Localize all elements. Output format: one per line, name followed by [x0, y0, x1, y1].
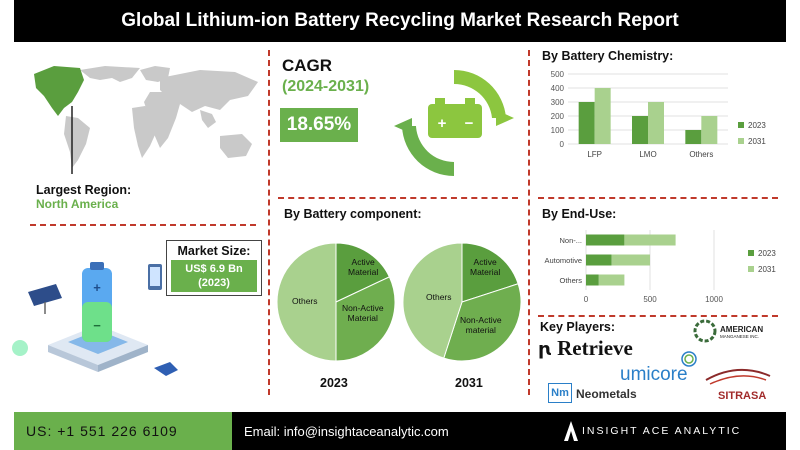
- pie-2031-year: 2031: [455, 376, 483, 390]
- bar-2023-LMO: [632, 116, 648, 144]
- region-value: North America: [36, 197, 119, 211]
- recycle-battery-icon: + −: [394, 69, 514, 177]
- umicore-swirl-icon: [681, 351, 697, 367]
- legend-swatch-2031: [738, 138, 744, 144]
- bar-2031-LMO: [648, 102, 664, 144]
- key-players-title: Key Players:: [540, 320, 616, 334]
- bar-2023-Non-...: [586, 234, 625, 246]
- legend-label-2031: 2031: [748, 137, 766, 146]
- logo-neometals: Neometals: [576, 387, 637, 401]
- logo-umicore: umicore: [620, 364, 688, 385]
- divider-right: [528, 50, 530, 395]
- y-tick-label: Automotive: [544, 256, 582, 265]
- enduse-title: By End-Use:: [542, 207, 617, 221]
- x-tick-label: LFP: [587, 150, 602, 159]
- y-tick-label: Others: [559, 276, 582, 285]
- pie-2023-label-active: Active Material: [348, 257, 379, 277]
- divider-left: [268, 50, 270, 395]
- x-tick-label: Others: [689, 150, 713, 159]
- y-tick-label: 100: [551, 126, 565, 135]
- brand-logo-icon: [564, 421, 578, 441]
- y-tick-label: 0: [560, 140, 565, 149]
- pie-2031-slice-1: [443, 283, 522, 362]
- svg-text:+: +: [93, 280, 101, 295]
- cagr-period: (2024-2031): [282, 78, 370, 95]
- pie-2023-label-others: Others: [292, 296, 318, 306]
- enduse-chart: 0 500 1000 Non-... Automotive Others 2023 2031: [544, 230, 776, 304]
- y-tick-label: 500: [551, 70, 565, 79]
- legend-label-2031: 2031: [758, 265, 776, 274]
- pie-2023-slice-1: [335, 276, 396, 362]
- legend-swatch-2031: [748, 266, 754, 272]
- world-map: [34, 66, 258, 174]
- logo-retrieve: ꞃ Retrieve: [538, 336, 633, 360]
- footer-email[interactable]: Email: info@insightaceanalytic.com: [232, 412, 554, 450]
- market-size-label: Market Size:: [177, 244, 251, 258]
- svg-text:+: +: [438, 115, 447, 132]
- y-tick-label: 200: [551, 112, 565, 121]
- market-size-year: (2023): [198, 277, 230, 289]
- logo-sitrasa: SITRASA: [718, 390, 767, 402]
- legend-label-2023: 2023: [748, 121, 766, 130]
- cagr-label: CAGR: [282, 56, 333, 75]
- bar-2023-Others: [586, 274, 599, 286]
- retrieve-mark-icon: ꞃ: [538, 339, 558, 360]
- neometals-mark-icon: Nm: [548, 383, 572, 403]
- bar-2031-Non-...: [624, 234, 676, 246]
- legend-label-2023: 2023: [758, 249, 776, 258]
- divider-enduse: [538, 315, 778, 317]
- component-title: By Battery component:: [284, 207, 422, 221]
- legend-swatch-2023: [748, 250, 754, 256]
- pie-2023-slice-0: [335, 242, 391, 303]
- divider-region: [30, 224, 256, 226]
- sitrasa-swoosh-icon: [705, 368, 771, 385]
- american-manganese-icon: [693, 319, 717, 343]
- component-pies: [276, 242, 522, 362]
- footer-phone[interactable]: US: +1 551 226 6109: [14, 412, 232, 450]
- market-size-value: US$ 6.9 Bn (2023): [171, 260, 257, 292]
- bar-2023-LFP: [578, 102, 595, 144]
- pie-2031-label-others: Others: [426, 292, 452, 302]
- market-size-amount: US$ 6.9 Bn: [185, 263, 243, 275]
- page-title: Global Lithium-ion Battery Recycling Mar…: [14, 0, 786, 42]
- bar-2023-Automotive: [586, 254, 612, 266]
- bar-2031-Others: [701, 116, 718, 144]
- y-tick-label: 400: [551, 84, 565, 93]
- x-tick-label: 0: [584, 295, 589, 304]
- pie-2023-label-nonactive: Non-Active Material: [342, 303, 384, 323]
- pie-2031-slice-0: [461, 242, 519, 303]
- bar-2031-Automotive: [611, 254, 650, 266]
- pie-2031-label-nonactive: Non-Active material: [460, 315, 502, 335]
- bar-2031-LFP: [594, 88, 611, 144]
- x-tick-label: LMO: [639, 150, 656, 159]
- region-label: Largest Region:: [36, 183, 132, 197]
- market-size-card: Market Size: US$ 6.9 Bn (2023): [166, 240, 262, 296]
- logo-american-manganese: AMERICAN MANGANESE INC.: [720, 325, 764, 339]
- legend-swatch-2023: [738, 122, 744, 128]
- svg-text:−: −: [93, 318, 101, 333]
- svg-text:−: −: [465, 115, 474, 132]
- pie-2023-year: 2023: [320, 376, 348, 390]
- y-tick-label: 300: [551, 98, 565, 107]
- bar-2023-Others: [685, 130, 702, 144]
- chemistry-chart: 0 100 200 300 400 500 LFP LMO Others 2023 2031: [551, 70, 767, 159]
- cagr-value: 18.65%: [280, 108, 358, 142]
- x-tick-label: 500: [643, 295, 657, 304]
- divider-cagr: [278, 197, 518, 199]
- pie-2031-slice-2: [402, 242, 463, 359]
- battery-illustration: + −: [12, 262, 178, 376]
- footer-brand: INSIGHT ACE ANALYTIC: [554, 412, 786, 450]
- bar-2031-Others: [598, 274, 625, 286]
- y-tick-label: Non-...: [559, 236, 582, 245]
- x-tick-label: 1000: [705, 295, 723, 304]
- chemistry-title: By Battery Chemistry:: [542, 49, 674, 63]
- divider-chem: [538, 197, 778, 199]
- pie-2031-label-active: Active Material: [470, 257, 501, 277]
- pie-2023-slice-2: [276, 242, 337, 362]
